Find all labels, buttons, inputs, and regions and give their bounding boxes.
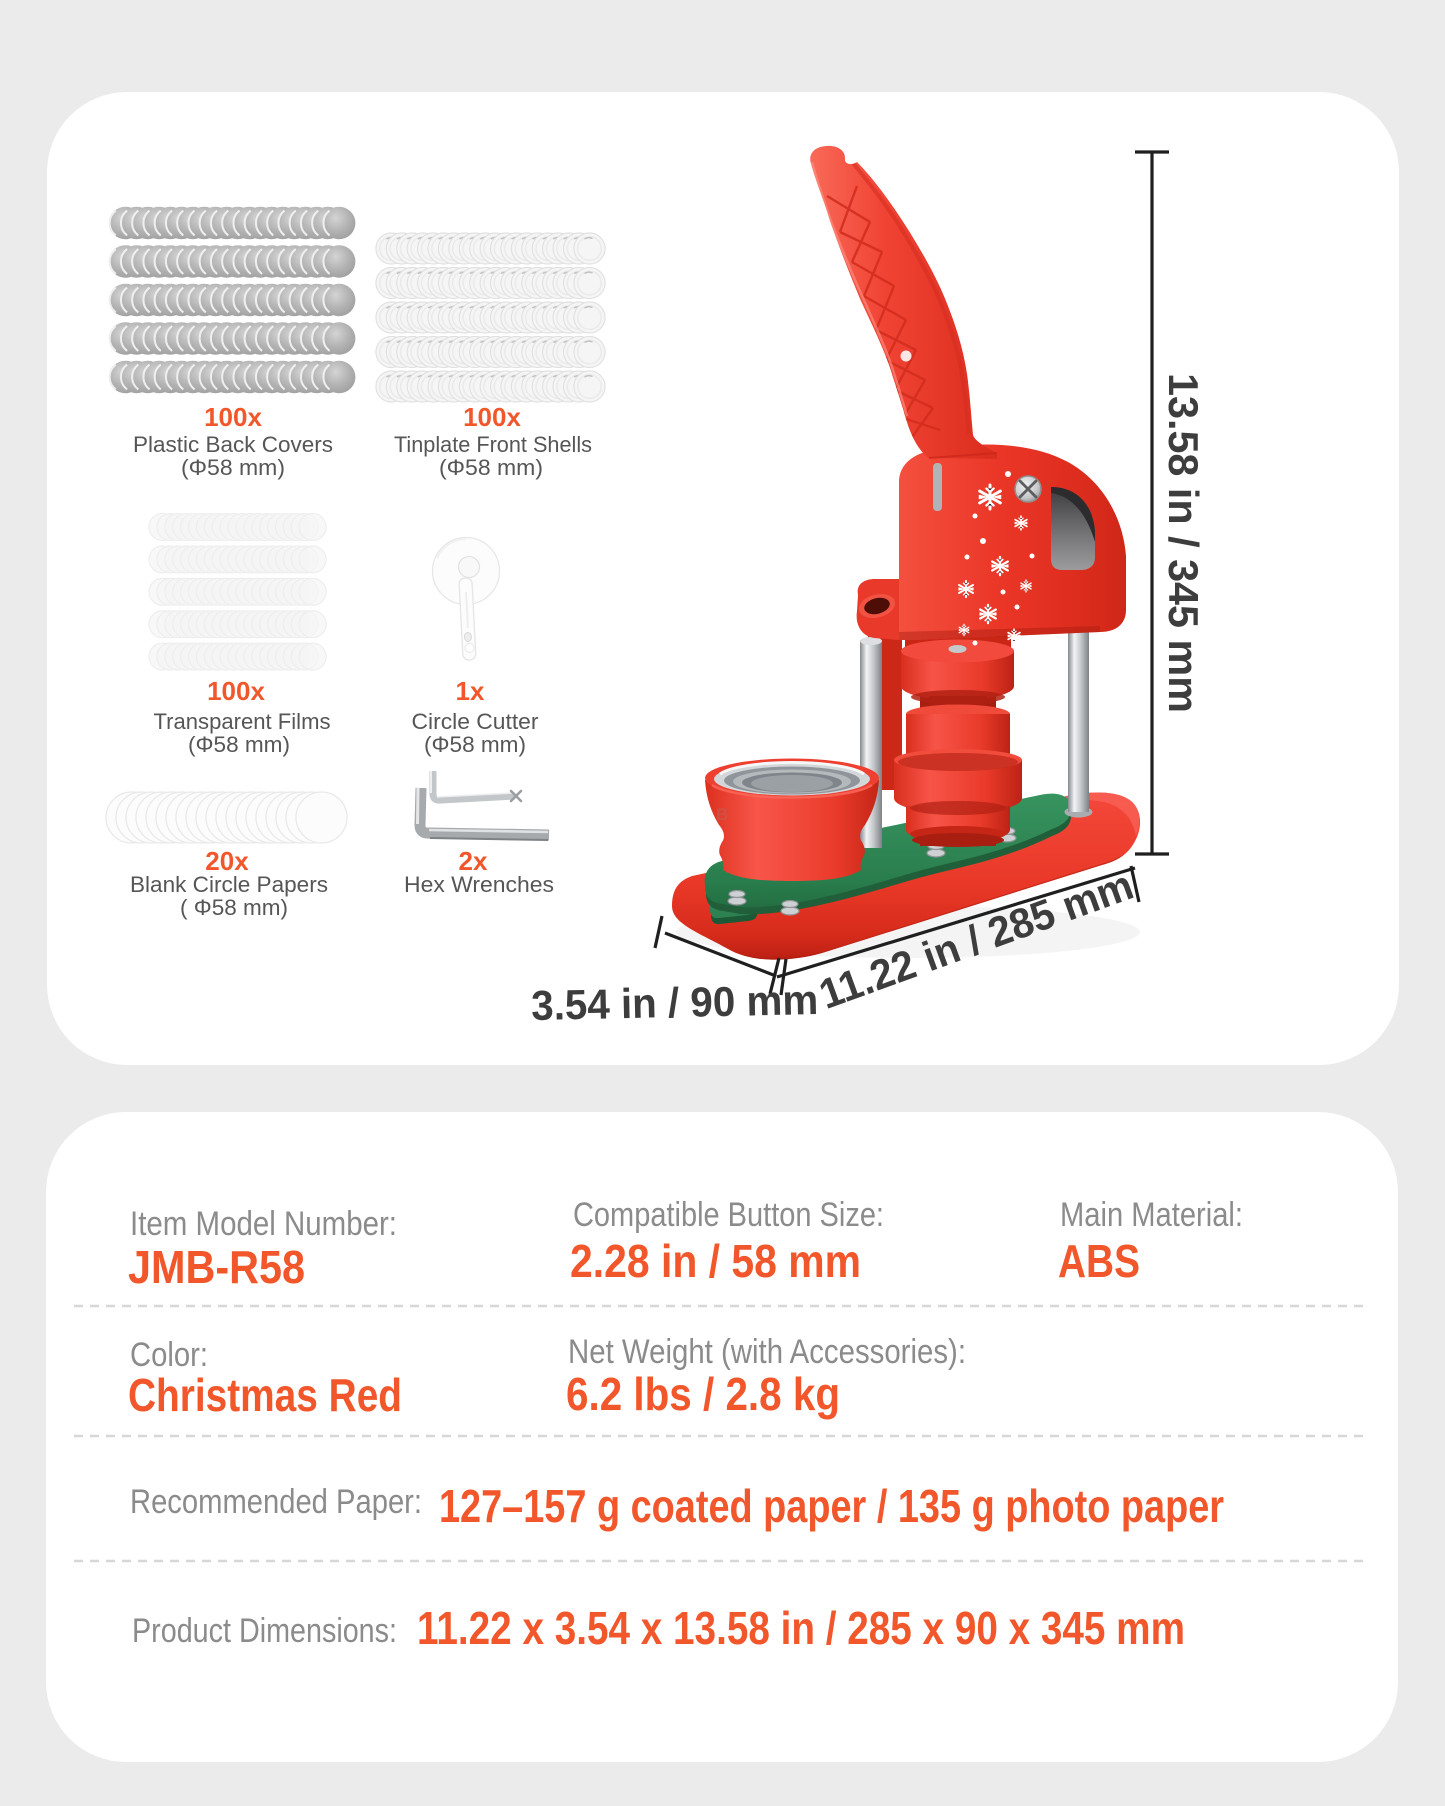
svg-text:11.22 x 3.54 x 13.58 in / 285: 11.22 x 3.54 x 13.58 in / 285 x 90 x 345… bbox=[417, 1602, 1185, 1654]
svg-text:(Φ58 mm): (Φ58 mm) bbox=[439, 455, 543, 480]
svg-text:ABS: ABS bbox=[1058, 1235, 1140, 1287]
svg-text:3.54 in / 90 mm: 3.54 in / 90 mm bbox=[531, 976, 819, 1029]
svg-text:Christmas Red: Christmas Red bbox=[128, 1369, 402, 1421]
svg-text:100x: 100x bbox=[207, 676, 265, 706]
svg-text:Circle Cutter: Circle Cutter bbox=[412, 709, 540, 734]
svg-text:100x: 100x bbox=[463, 402, 521, 432]
svg-text:Net Weight (with Accessories):: Net Weight (with Accessories): bbox=[568, 1333, 966, 1371]
svg-text:Product Dimensions:: Product Dimensions: bbox=[132, 1612, 397, 1650]
svg-text:Color:: Color: bbox=[130, 1336, 208, 1374]
svg-text:Main Material:: Main Material: bbox=[1060, 1196, 1243, 1234]
svg-text:Blank Circle Papers: Blank Circle Papers bbox=[130, 872, 328, 897]
svg-text:1x: 1x bbox=[456, 676, 485, 706]
svg-text:2.28 in / 58 mm: 2.28 in / 58 mm bbox=[570, 1235, 861, 1287]
svg-text:(Φ58 mm): (Φ58 mm) bbox=[181, 455, 285, 480]
svg-text:100x: 100x bbox=[204, 402, 262, 432]
svg-text:Recommended Paper:: Recommended Paper: bbox=[130, 1483, 422, 1521]
svg-text:Item Model Number:: Item Model Number: bbox=[130, 1205, 397, 1243]
svg-text:127–157 g coated paper / 135 g: 127–157 g coated paper / 135 g photo pap… bbox=[439, 1480, 1224, 1532]
svg-text:Compatible Button Size:: Compatible Button Size: bbox=[573, 1196, 884, 1234]
svg-text:( Φ58 mm): ( Φ58 mm) bbox=[180, 895, 288, 920]
svg-text:Transparent Films: Transparent Films bbox=[154, 709, 331, 734]
svg-text:Tinplate Front Shells: Tinplate Front Shells bbox=[394, 432, 592, 457]
svg-text:Plastic Back Covers: Plastic Back Covers bbox=[133, 432, 333, 457]
svg-text:Hex Wrenches: Hex Wrenches bbox=[404, 872, 554, 897]
svg-text:2x: 2x bbox=[459, 846, 488, 876]
svg-text:JMB-R58: JMB-R58 bbox=[128, 1241, 305, 1293]
svg-text:20x: 20x bbox=[205, 846, 249, 876]
svg-text:6.2 lbs / 2.8 kg: 6.2 lbs / 2.8 kg bbox=[566, 1368, 840, 1420]
svg-text:B: B bbox=[716, 805, 728, 824]
svg-text:(Φ58 mm): (Φ58 mm) bbox=[188, 732, 290, 757]
svg-text:13.58 in / 345 mm: 13.58 in / 345 mm bbox=[1160, 373, 1207, 713]
svg-text:(Φ58 mm): (Φ58 mm) bbox=[424, 732, 526, 757]
